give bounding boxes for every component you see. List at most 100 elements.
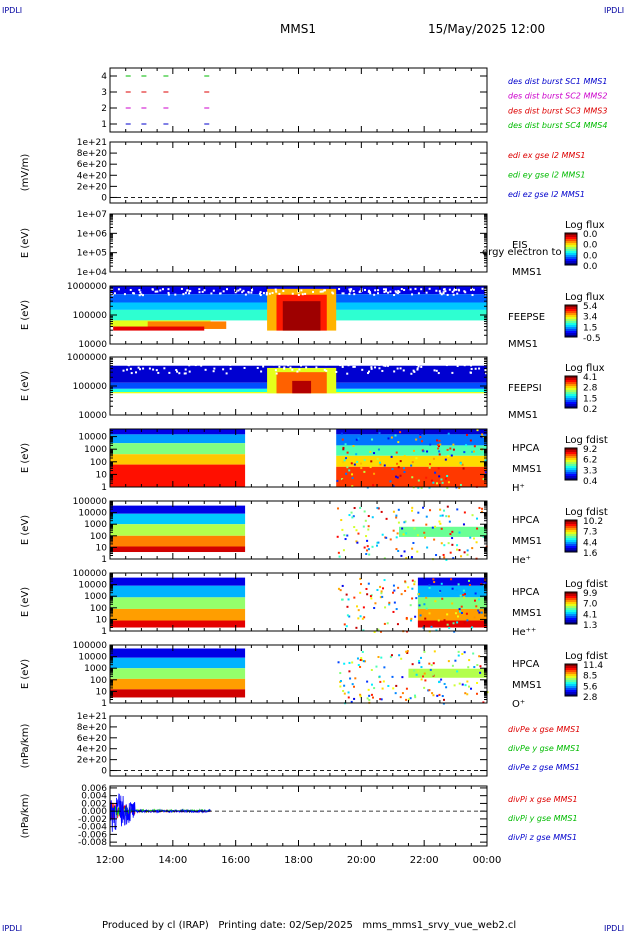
spectrogram-speckle <box>362 660 365 663</box>
y-axis-label: E (eV) <box>20 443 31 473</box>
spectrogram-speckle <box>262 365 265 368</box>
x-tick-label: 22:00 <box>410 855 439 866</box>
spectrogram-speckle <box>373 472 376 475</box>
spectrogram-speckle <box>461 683 464 686</box>
spectrogram-speckle <box>341 584 344 587</box>
spectrogram-speckle <box>456 508 459 511</box>
spectrogram-speckle <box>428 612 431 615</box>
colorbar-segment <box>565 255 577 258</box>
spectrogram-speckle <box>203 361 206 364</box>
spectrogram-speckle <box>403 455 406 458</box>
spectrogram-speckle <box>437 467 440 470</box>
spectrogram-speckle <box>147 361 150 364</box>
spectrogram-speckle <box>403 289 406 292</box>
colorbar-segment <box>565 592 577 595</box>
spectrogram-speckle <box>282 290 285 293</box>
spectrogram-speckle <box>419 433 422 436</box>
spectrogram-speckle <box>458 549 461 552</box>
legend-entry: divPe x gse MMS1 <box>508 725 580 734</box>
spectrogram-speckle <box>463 511 466 514</box>
spectrogram-speckle <box>363 546 366 549</box>
spectrogram-speckle <box>364 660 367 663</box>
spectrogram-speckle <box>443 682 446 685</box>
colorbar-label: 8.5 <box>583 672 597 682</box>
spectrogram-block <box>110 678 246 690</box>
spectrogram-speckle <box>298 368 301 371</box>
spectrogram-speckle <box>485 372 488 375</box>
colorbar-segment <box>565 335 577 338</box>
spectrogram-speckle <box>331 362 334 365</box>
spectrogram-speckle <box>420 678 423 681</box>
spectrogram-speckle <box>458 608 461 611</box>
spectrogram-speckle <box>348 615 351 618</box>
colorbar-segment <box>565 524 577 527</box>
spectrogram-speckle <box>470 687 473 690</box>
spectrogram-speckle <box>443 544 446 547</box>
spectrogram-speckle <box>476 606 479 609</box>
y-tick-label: 1e+05 <box>77 249 107 259</box>
spectrogram-speckle <box>241 291 244 294</box>
instrument-label: MMS1 <box>508 410 538 421</box>
spectrogram-speckle <box>115 361 118 364</box>
spectrogram-speckle <box>129 367 132 370</box>
spectrogram-speckle <box>448 626 451 629</box>
spectrogram-speckle <box>409 604 412 607</box>
spectrogram-speckle <box>410 556 413 559</box>
y-tick-label: 10000 <box>78 433 107 443</box>
spectrogram-speckle <box>434 471 437 474</box>
y-tick-label: 1000 <box>84 520 107 530</box>
spectrogram-speckle <box>384 606 387 609</box>
spectrogram-speckle <box>188 292 191 295</box>
spectrogram-speckle <box>389 655 392 658</box>
colorbar-label: 4.1 <box>583 373 597 383</box>
spectrogram-speckle <box>436 482 439 485</box>
colorbar-segment <box>565 692 577 695</box>
spectrogram-speckle <box>428 287 431 290</box>
spectrogram-speckle <box>383 579 386 582</box>
spectrogram-speckle <box>127 364 130 367</box>
y-tick-label: 100000 <box>73 382 108 392</box>
spectrogram-speckle <box>447 454 450 457</box>
spectrogram-speckle <box>275 290 278 293</box>
legend-entry: edi ey gse l2 MMS1 <box>508 170 586 179</box>
colorbar-segment <box>565 600 577 603</box>
spectrogram-speckle <box>458 289 461 292</box>
legend-entry: divPe y gse MMS1 <box>508 744 580 753</box>
spectrogram-speckle <box>456 364 459 367</box>
spectrogram-speckle <box>395 516 398 519</box>
y-tick-label: 100 <box>90 458 107 468</box>
colorbar-segment <box>565 307 577 310</box>
spectrogram-speckle <box>443 619 446 622</box>
spectrogram-speckle <box>222 368 225 371</box>
spectrogram-speckle <box>300 289 303 292</box>
colorbar-segment <box>565 396 577 399</box>
spectrogram-block <box>336 445 487 456</box>
spectrogram-speckle <box>452 622 455 625</box>
colorbar-segment <box>565 472 577 475</box>
spectrogram-speckle <box>205 361 208 364</box>
spectrogram-speckle <box>414 615 417 618</box>
spectrogram-speckle <box>359 290 362 293</box>
colorbar-segment <box>565 331 577 334</box>
colorbar-segment <box>565 470 577 473</box>
colorbar-segment <box>565 602 577 605</box>
spectrogram-speckle <box>426 450 429 453</box>
spectrogram-speckle <box>357 617 360 620</box>
colorbar-segment <box>565 376 577 379</box>
spectrogram-speckle <box>407 698 410 701</box>
spectrogram-speckle <box>457 654 460 657</box>
y-tick-label: 1e+07 <box>77 210 107 220</box>
colorbar-segment <box>565 233 577 236</box>
spectrogram-speckle <box>438 520 441 523</box>
spectrogram-speckle <box>392 610 395 613</box>
spectrogram-speckle <box>419 436 422 439</box>
spectrogram-speckle <box>345 362 348 365</box>
spectrogram-speckle <box>346 451 349 454</box>
spectrogram-speckle <box>459 610 462 613</box>
spectrogram-speckle <box>447 542 450 545</box>
spectrogram-speckle <box>392 510 395 513</box>
spectrogram-speckle <box>462 523 465 526</box>
spectrogram-speckle <box>424 617 427 620</box>
